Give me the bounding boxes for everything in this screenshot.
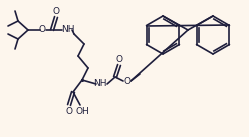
Text: OH: OH (75, 106, 89, 115)
Text: O: O (116, 55, 123, 65)
Text: O: O (65, 106, 72, 115)
Text: O: O (53, 8, 60, 16)
Text: O: O (124, 76, 130, 85)
Text: NH: NH (93, 79, 107, 89)
Text: NH: NH (61, 25, 75, 35)
Text: O: O (39, 25, 46, 35)
